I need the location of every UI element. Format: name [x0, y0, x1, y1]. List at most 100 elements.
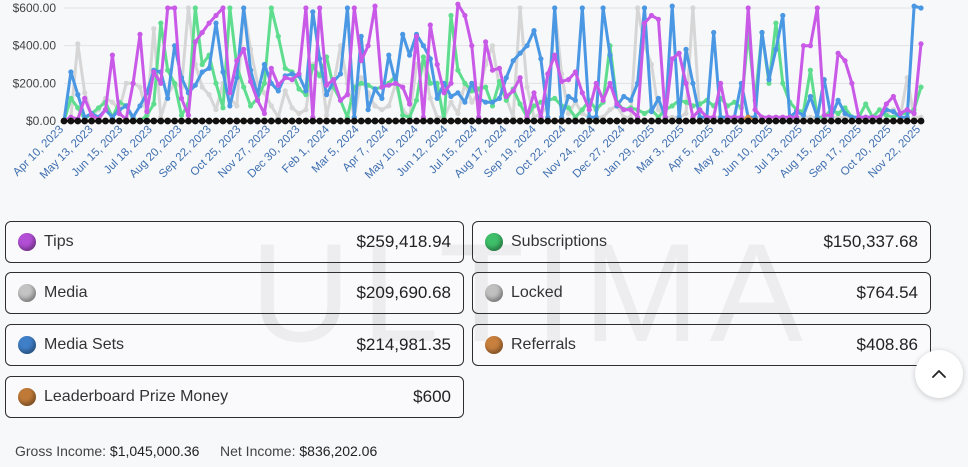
data-point: [751, 117, 759, 125]
data-point: [324, 92, 330, 98]
data-point: [282, 65, 288, 71]
data-point: [434, 95, 440, 101]
data-point: [433, 117, 441, 125]
data-point: [441, 90, 447, 96]
data-point: [337, 117, 344, 125]
data-point: [911, 3, 917, 9]
data-point: [150, 117, 158, 125]
card-tips: Tips $259,418.94: [5, 221, 464, 263]
data-point: [205, 117, 213, 125]
data-point: [848, 117, 856, 125]
data-point: [198, 117, 206, 125]
data-point: [102, 117, 109, 125]
data-point: [261, 117, 268, 125]
data-point: [890, 117, 897, 125]
data-point: [469, 99, 475, 105]
data-point: [766, 77, 772, 83]
data-point: [386, 52, 392, 58]
data-point: [123, 80, 129, 86]
card-locked: Locked $764.54: [472, 272, 931, 314]
media-color-dot: [18, 284, 36, 302]
media-sets-color-dot: [18, 336, 36, 354]
data-point: [296, 71, 302, 77]
card-amount: $764.54: [856, 283, 918, 302]
data-point: [282, 88, 288, 94]
data-point: [807, 43, 814, 49]
data-point: [883, 112, 890, 118]
data-point: [586, 107, 592, 113]
data-point: [67, 117, 75, 125]
data-point: [635, 5, 641, 11]
data-point: [75, 41, 81, 47]
data-point: [683, 80, 689, 86]
data-point: [855, 117, 863, 125]
locked-color-dot: [485, 284, 503, 302]
data-point: [413, 97, 420, 103]
card-amount: $214,981.35: [356, 335, 451, 354]
data-point: [517, 75, 523, 81]
data-point: [296, 86, 302, 92]
scroll-to-top-button[interactable]: [915, 350, 963, 398]
data-point: [489, 67, 496, 73]
data-point: [690, 5, 696, 11]
data-point: [552, 95, 558, 101]
data-point: [248, 78, 254, 85]
data-point: [288, 117, 296, 125]
x-tick-label: Apr 10, 2023: [11, 124, 66, 179]
data-point: [807, 67, 814, 73]
data-point: [641, 5, 648, 11]
data-point: [827, 117, 835, 125]
data-point: [420, 54, 426, 60]
data-point: [96, 105, 102, 111]
data-point: [552, 52, 558, 58]
data-point: [821, 112, 827, 118]
data-point: [800, 43, 807, 49]
data-point: [358, 75, 364, 81]
data-point: [690, 80, 696, 86]
data-point: [303, 107, 309, 113]
data-point: [241, 46, 247, 53]
card-label: Referrals: [511, 336, 576, 353]
card-label: Subscriptions: [511, 233, 608, 250]
data-point: [758, 117, 766, 125]
data-point: [206, 65, 212, 71]
data-point: [400, 84, 406, 90]
data-point: [241, 5, 247, 11]
data-point: [324, 82, 330, 88]
data-point: [455, 90, 461, 96]
data-point: [206, 92, 212, 98]
data-point: [483, 99, 489, 105]
data-point: [496, 78, 502, 85]
data-point: [890, 109, 897, 115]
data-point: [88, 117, 95, 125]
data-point: [842, 110, 848, 117]
data-point: [841, 117, 849, 125]
data-point: [164, 117, 172, 125]
data-point: [765, 117, 773, 125]
data-point: [454, 117, 462, 125]
data-point: [316, 117, 324, 125]
data-point: [144, 112, 150, 118]
data-point: [918, 41, 924, 47]
data-point: [268, 103, 274, 109]
data-point: [744, 117, 752, 125]
data-point: [510, 58, 516, 64]
net-income-value: $836,202.06: [299, 443, 378, 459]
data-point: [696, 117, 704, 125]
data-point: [683, 110, 689, 117]
data-point: [489, 43, 496, 49]
data-point: [199, 69, 205, 75]
data-point: [717, 117, 724, 125]
data-point: [234, 75, 240, 81]
card-amount: $600: [413, 387, 451, 406]
data-point: [780, 12, 786, 19]
data-point: [392, 117, 400, 125]
data-point: [309, 117, 317, 125]
data-point: [129, 117, 137, 125]
data-point: [483, 39, 489, 45]
data-point: [330, 117, 337, 125]
net-income-label: Net Income:: [220, 443, 296, 459]
data-point: [275, 33, 281, 39]
data-point: [213, 80, 219, 86]
data-point: [199, 29, 205, 36]
